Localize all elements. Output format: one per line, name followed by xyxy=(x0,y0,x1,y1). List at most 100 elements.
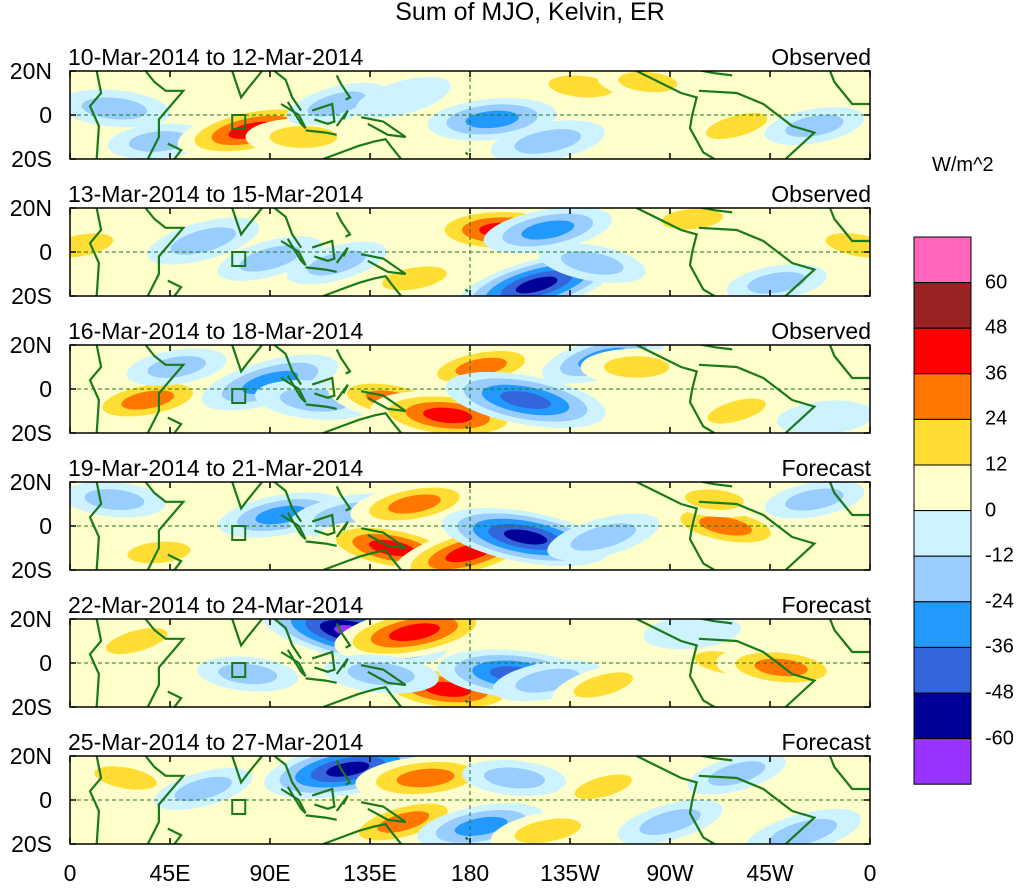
coastline xyxy=(698,756,733,762)
anomaly-6-7 xyxy=(462,759,567,797)
coastline xyxy=(360,116,407,139)
coastline xyxy=(335,109,349,127)
coastline xyxy=(636,208,715,296)
anomaly-4-5 xyxy=(319,522,466,570)
anomaly-6-4 xyxy=(355,756,496,801)
panel-period: 16-Mar-2014 to 18-Mar-2014 xyxy=(68,318,364,344)
coastline xyxy=(88,208,103,296)
coastline xyxy=(144,208,186,296)
coastline xyxy=(636,345,715,433)
y-tick-label: 0 xyxy=(39,376,52,402)
coastline xyxy=(198,345,303,386)
coastline xyxy=(360,801,407,824)
coastline xyxy=(88,345,103,433)
panel-status: Observed xyxy=(771,181,871,207)
anomaly-6-12 xyxy=(745,808,862,844)
anomaly-6-9 xyxy=(554,765,653,808)
x-tick-label: 135E xyxy=(343,860,397,886)
coastline xyxy=(322,822,402,844)
coastline xyxy=(280,377,307,403)
panel-status: Observed xyxy=(771,44,871,70)
anomaly-5-1 xyxy=(84,619,190,664)
coastline xyxy=(698,482,733,488)
coastline xyxy=(88,482,103,570)
coastline xyxy=(311,513,336,536)
coastline xyxy=(167,827,183,844)
y-tick-label: 0 xyxy=(39,102,52,128)
coastline xyxy=(828,71,870,106)
coastline xyxy=(335,74,352,101)
panel-status: Forecast xyxy=(781,729,871,755)
coastline xyxy=(198,208,303,249)
y-tick-label: 20N xyxy=(9,332,52,358)
coastline xyxy=(322,548,402,570)
coastline xyxy=(311,376,336,399)
coastline xyxy=(305,129,337,136)
coastline xyxy=(360,527,407,550)
anomaly-2-9 xyxy=(538,242,646,284)
anomaly-6-8 xyxy=(490,809,605,844)
coastline xyxy=(636,482,715,570)
coastline xyxy=(305,403,337,410)
anomaly-2-3 xyxy=(217,236,323,281)
coastline xyxy=(322,137,402,159)
anomaly-4-12 xyxy=(764,482,865,519)
coastline xyxy=(167,279,183,296)
panel-period: 13-Mar-2014 to 15-Mar-2014 xyxy=(68,181,364,207)
anomaly-1-11 xyxy=(684,103,790,149)
y-tick-label: 0 xyxy=(39,513,52,539)
x-tick-label: 45E xyxy=(149,860,191,886)
coastline xyxy=(198,619,303,660)
colorbar-swatch xyxy=(913,646,972,694)
coastline xyxy=(144,345,186,433)
x-tick-label: 135W xyxy=(539,860,601,886)
anomaly-4-11 xyxy=(664,482,765,518)
anomaly-5-4 xyxy=(334,619,495,661)
coastline xyxy=(828,345,870,380)
coastline xyxy=(335,246,349,264)
coastline xyxy=(335,211,352,238)
coastline xyxy=(280,514,307,540)
colorbar-swatch xyxy=(913,692,972,740)
y-tick-label: 20N xyxy=(9,743,52,769)
y-tick-label: 20N xyxy=(9,469,52,495)
anomaly-4-10 xyxy=(661,502,790,550)
anomaly-2-7 xyxy=(483,208,612,254)
anomaly-3-11 xyxy=(686,389,787,433)
anomaly-3-1 xyxy=(83,376,212,424)
panel-status: Observed xyxy=(771,318,871,344)
colorbar-swatch xyxy=(913,510,972,557)
coastline xyxy=(636,71,715,159)
coastline xyxy=(698,619,733,625)
x-tick-label: 45W xyxy=(746,860,794,886)
colorbar-label: 48 xyxy=(985,316,1008,339)
colorbar-units: W/m^2 xyxy=(932,154,994,176)
coastline xyxy=(280,240,307,266)
y-tick-label: 20S xyxy=(11,146,52,172)
coastline xyxy=(698,71,733,77)
panel-5 xyxy=(69,618,871,708)
coastline xyxy=(167,690,183,707)
coastline xyxy=(464,836,469,841)
panel-period: 22-Mar-2014 to 24-Mar-2014 xyxy=(68,592,364,618)
anomaly-1-10 xyxy=(597,71,699,100)
coastline xyxy=(335,383,349,401)
colorbar-label: -12 xyxy=(985,544,1014,567)
colorbar-swatch xyxy=(913,327,972,375)
anomaly-4-6 xyxy=(350,482,479,528)
panel-period: 10-Mar-2014 to 12-Mar-2014 xyxy=(68,44,364,70)
coastline xyxy=(167,553,183,570)
coastline xyxy=(144,482,186,570)
coastline xyxy=(305,677,337,684)
coastline xyxy=(464,425,469,430)
anomaly-2-2 xyxy=(147,217,260,265)
coastline xyxy=(335,348,352,375)
anomaly-4-9 xyxy=(547,513,660,561)
coastline xyxy=(311,787,336,810)
coastline xyxy=(280,103,307,129)
anomaly-1-8 xyxy=(490,120,605,159)
coastline xyxy=(305,266,337,273)
colorbar xyxy=(913,236,972,785)
x-tick-label: 0 xyxy=(63,860,77,886)
coastline xyxy=(636,756,715,844)
